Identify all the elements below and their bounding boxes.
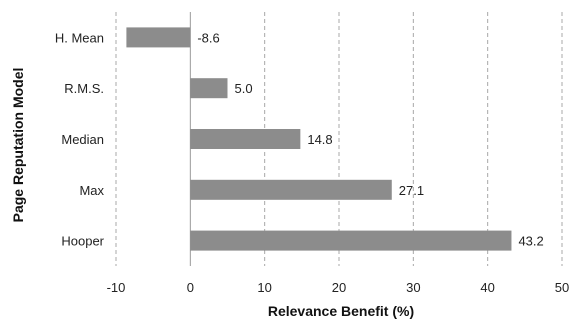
category-label: Hooper <box>61 234 104 249</box>
x-tick-labels: -10 0 10 20 30 40 50 <box>107 280 570 295</box>
bar-r-m-s <box>190 78 228 99</box>
data-labels: -8.6 5.0 14.8 27.1 43.2 <box>197 30 543 248</box>
data-label: 43.2 <box>518 234 543 249</box>
category-label: Max <box>79 183 104 198</box>
bar-max <box>190 179 392 200</box>
bar-hooper <box>190 230 512 251</box>
x-tick-label: 10 <box>257 280 271 295</box>
bars <box>126 27 512 251</box>
x-tick-label: 30 <box>406 280 420 295</box>
x-tick-label: 20 <box>332 280 346 295</box>
category-label: R.M.S. <box>64 81 104 96</box>
bar-h-mean <box>126 27 191 48</box>
category-label: H. Mean <box>55 30 104 45</box>
category-labels: H. Mean R.M.S. Median Max Hooper <box>55 30 105 248</box>
data-label: 27.1 <box>399 183 424 198</box>
bar-median <box>190 129 301 149</box>
x-tick-label: -10 <box>107 280 126 295</box>
x-tick-label: 40 <box>480 280 494 295</box>
x-axis-title: Relevance Benefit (%) <box>268 303 414 319</box>
x-tick-label: 50 <box>555 280 569 295</box>
x-tick-label: 0 <box>187 280 194 295</box>
data-label: 5.0 <box>235 81 253 96</box>
data-label: -8.6 <box>197 30 219 45</box>
category-label: Median <box>61 132 104 147</box>
y-axis-title: Page Reputation Model <box>10 68 26 223</box>
data-label: 14.8 <box>307 132 332 147</box>
gridlines <box>115 12 563 266</box>
